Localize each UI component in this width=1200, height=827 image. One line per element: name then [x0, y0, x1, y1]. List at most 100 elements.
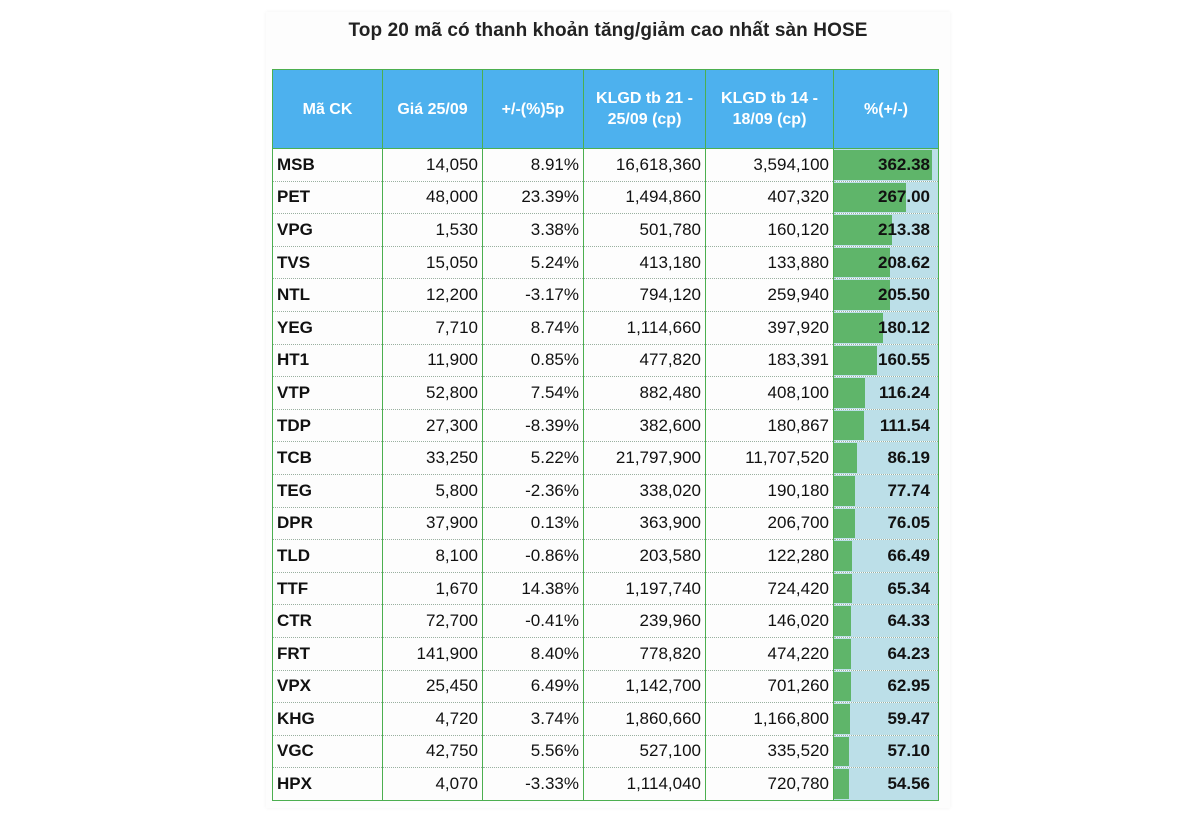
liquidity-table: Mã CK Giá 25/09 +/-(%)5p KLGD tb 21 - 25… — [272, 69, 939, 801]
stock-code: MSB — [272, 148, 383, 182]
stock-code: TVS — [272, 246, 383, 280]
table-row: VPG 1,530 3.38% 501,780 160,120 213.38 — [272, 213, 939, 247]
pct-value: 59.47 — [887, 708, 930, 728]
vol-prior-cell: 474,220 — [705, 637, 834, 671]
vol-recent-cell: 363,900 — [583, 507, 706, 541]
pct-cell: 180.12 — [833, 311, 939, 345]
pct-bar — [834, 182, 907, 213]
price-cell: 1,670 — [382, 572, 483, 606]
pct-cell: 362.38 — [833, 148, 939, 182]
price-cell: 1,530 — [382, 213, 483, 247]
vol-recent-cell: 338,020 — [583, 474, 706, 508]
vol-recent-cell: 1,197,740 — [583, 572, 706, 606]
vol-prior-cell: 720,780 — [705, 767, 834, 801]
vol-recent-cell: 501,780 — [583, 213, 706, 247]
pct-cell: 66.49 — [833, 539, 939, 573]
pct-value: 65.34 — [887, 578, 930, 598]
change-cell: 5.22% — [482, 441, 584, 475]
table-body: MSB 14,050 8.91% 16,618,360 3,594,100 362.38 P… — [272, 148, 939, 801]
vol-recent-cell: 778,820 — [583, 637, 706, 671]
change-cell: 3.38% — [482, 213, 584, 247]
table-row: VTP 52,800 7.54% 882,480 408,100 116.24 — [272, 376, 939, 410]
vol-recent-cell: 203,580 — [583, 539, 706, 573]
pct-bar — [834, 410, 865, 441]
change-cell: -2.36% — [482, 474, 584, 508]
pct-bar — [834, 508, 855, 539]
change-cell: 7.54% — [482, 376, 584, 410]
vol-prior-cell: 724,420 — [705, 572, 834, 606]
stock-code: HPX — [272, 767, 383, 801]
price-cell: 72,700 — [382, 604, 483, 638]
header-pct: %(+/-) — [833, 69, 939, 149]
pct-bar — [834, 215, 892, 245]
pct-cell: 213.38 — [833, 213, 939, 247]
change-cell: 5.24% — [482, 246, 584, 280]
stock-code: TDP — [272, 409, 383, 443]
stock-code: HT1 — [272, 344, 383, 378]
pct-cell: 111.54 — [833, 409, 939, 443]
vol-recent-cell: 1,142,700 — [583, 670, 706, 704]
vol-recent-cell: 21,797,900 — [583, 441, 706, 475]
table-row: FRT 141,900 8.40% 778,820 474,220 64.23 — [272, 637, 939, 671]
stock-code: FRT — [272, 637, 383, 671]
pct-cell: 160.55 — [833, 344, 939, 378]
table-row: VGC 42,750 5.56% 527,100 335,520 57.10 — [272, 735, 939, 769]
table-row: VPX 25,450 6.49% 1,142,700 701,260 62.95 — [272, 670, 939, 704]
pct-cell: 62.95 — [833, 670, 939, 704]
vol-recent-cell: 1,860,660 — [583, 702, 706, 736]
price-cell: 8,100 — [382, 539, 483, 573]
pct-bar — [834, 606, 852, 636]
header-code: Mã CK — [272, 69, 383, 149]
pct-cell: 267.00 — [833, 181, 939, 215]
stock-code: TEG — [272, 474, 383, 508]
pct-cell: 64.23 — [833, 637, 939, 671]
table-row: HPX 4,070 -3.33% 1,114,040 720,780 54.56 — [272, 767, 939, 801]
vol-prior-cell: 407,320 — [705, 181, 834, 215]
pct-cell: 77.74 — [833, 474, 939, 508]
pct-value: 57.10 — [887, 741, 930, 761]
change-cell: 5.56% — [482, 735, 584, 769]
stock-code: PET — [272, 181, 383, 215]
price-cell: 11,900 — [382, 344, 483, 378]
pct-bar — [834, 378, 866, 408]
header-vol-recent: KLGD tb 21 - 25/09 (cp) — [583, 69, 706, 149]
vol-recent-cell: 1,494,860 — [583, 181, 706, 215]
vol-prior-cell: 180,867 — [705, 409, 834, 443]
pct-cell: 208.62 — [833, 246, 939, 280]
vol-prior-cell: 335,520 — [705, 735, 834, 769]
price-cell: 33,250 — [382, 441, 483, 475]
change-cell: -0.41% — [482, 604, 584, 638]
vol-recent-cell: 239,960 — [583, 604, 706, 638]
change-cell: 14.38% — [482, 572, 584, 606]
pct-value: 267.00 — [878, 187, 930, 207]
price-cell: 52,800 — [382, 376, 483, 410]
price-cell: 48,000 — [382, 181, 483, 215]
pct-value: 111.54 — [879, 415, 930, 435]
table-row: DPR 37,900 0.13% 363,900 206,700 76.05 — [272, 507, 939, 541]
change-cell: 3.74% — [482, 702, 584, 736]
vol-recent-cell: 882,480 — [583, 376, 706, 410]
pct-bar — [834, 638, 852, 669]
pct-bar — [834, 736, 850, 767]
stock-code: VPX — [272, 670, 383, 704]
pct-bar — [834, 150, 932, 180]
pct-cell: 54.56 — [833, 767, 939, 801]
chart-title: Top 20 mã có thanh khoản tăng/giảm cao n… — [348, 20, 868, 41]
pct-value: 66.49 — [887, 545, 930, 565]
pct-cell: 86.19 — [833, 441, 939, 475]
change-cell: -0.86% — [482, 539, 584, 573]
vol-prior-cell: 206,700 — [705, 507, 834, 541]
price-cell: 7,710 — [382, 311, 483, 345]
change-cell: 8.40% — [482, 637, 584, 671]
stock-code: KHG — [272, 702, 383, 736]
change-cell: 6.49% — [482, 670, 584, 704]
vol-prior-cell: 146,020 — [705, 604, 834, 638]
pct-cell: 65.34 — [833, 572, 939, 606]
table-row: PET 48,000 23.39% 1,494,860 407,320 267.00 — [272, 181, 939, 215]
stock-code: CTR — [272, 604, 383, 638]
change-cell: -3.17% — [482, 278, 584, 312]
pct-bar — [834, 312, 883, 343]
price-cell: 4,720 — [382, 702, 483, 736]
stock-code: NTL — [272, 278, 383, 312]
price-cell: 5,800 — [382, 474, 483, 508]
